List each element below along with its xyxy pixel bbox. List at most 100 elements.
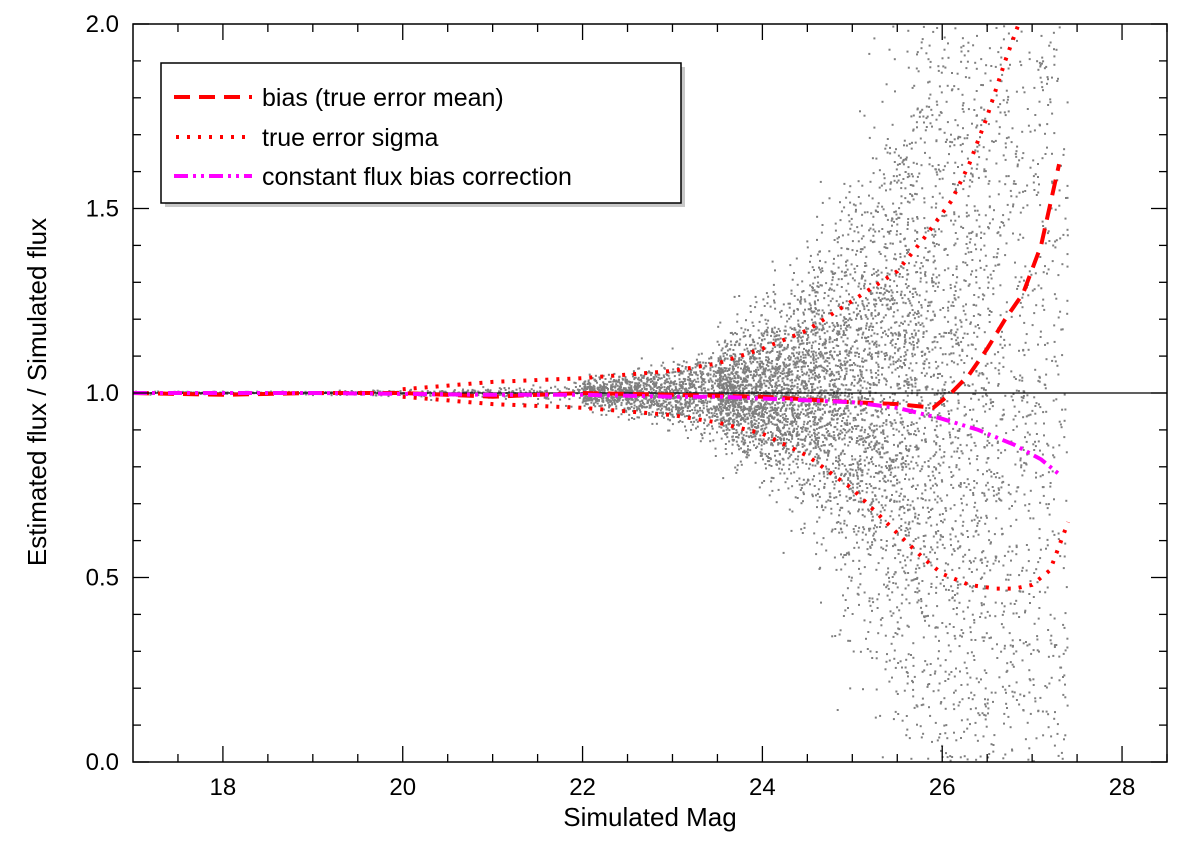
scatter-point — [729, 411, 732, 414]
scatter-point — [974, 61, 977, 64]
scatter-point — [980, 248, 982, 251]
scatter-point — [637, 384, 640, 387]
scatter-point — [699, 361, 702, 364]
scatter-point — [684, 390, 687, 392]
scatter-point — [995, 555, 998, 558]
scatter-point — [1009, 661, 1012, 664]
scatter-point — [988, 753, 991, 755]
scatter-point — [940, 701, 943, 703]
scatter-point — [1016, 287, 1019, 290]
scatter-point — [976, 455, 979, 457]
scatter-point — [1056, 732, 1059, 735]
scatter-point — [825, 500, 828, 503]
scatter-point — [956, 336, 959, 339]
scatter-point — [934, 290, 937, 292]
scatter-point — [849, 347, 852, 350]
scatter-point — [802, 356, 805, 359]
scatter-point — [701, 383, 704, 386]
scatter-point — [895, 361, 897, 364]
scatter-point — [901, 456, 904, 459]
scatter-point — [962, 336, 965, 339]
scatter-point — [1002, 408, 1005, 411]
scatter-point — [937, 462, 940, 465]
scatter-point — [821, 343, 824, 346]
scatter-point — [642, 382, 645, 385]
scatter-point — [747, 367, 750, 370]
scatter-point — [508, 387, 510, 390]
scatter-point — [891, 591, 894, 594]
scatter-point — [952, 626, 955, 628]
scatter-point — [817, 406, 820, 409]
scatter-point — [1041, 304, 1044, 307]
scatter-point — [823, 343, 826, 346]
scatter-point — [709, 367, 712, 370]
scatter-point — [830, 424, 832, 427]
scatter-point — [870, 510, 873, 513]
scatter-point — [976, 124, 979, 127]
scatter-point — [700, 432, 703, 435]
scatter-point — [960, 340, 963, 343]
scatter-point — [755, 391, 758, 393]
scatter-point — [1066, 228, 1069, 231]
scatter-point — [907, 166, 910, 169]
scatter-point — [1022, 86, 1025, 89]
scatter-point — [773, 335, 776, 338]
scatter-point — [815, 553, 818, 556]
scatter-point — [624, 398, 627, 401]
scatter-point — [846, 407, 849, 410]
scatter-point — [868, 483, 871, 486]
scatter-point — [638, 407, 641, 410]
scatter-point — [1003, 605, 1006, 608]
scatter-point — [779, 372, 782, 375]
scatter-point — [757, 350, 760, 352]
scatter-point — [866, 487, 869, 489]
scatter-point — [769, 415, 772, 417]
scatter-point — [885, 540, 888, 542]
scatter-point — [950, 483, 953, 486]
scatter-point — [1055, 398, 1058, 401]
scatter-point — [1004, 114, 1007, 117]
scatter-point — [761, 365, 764, 368]
scatter-point — [736, 340, 739, 343]
scatter-point — [776, 408, 778, 411]
scatter-point — [828, 341, 831, 344]
scatter-point — [967, 344, 970, 347]
scatter-point — [951, 72, 953, 74]
scatter-point — [669, 390, 672, 392]
scatter-point — [852, 311, 855, 314]
scatter-point — [743, 451, 746, 454]
scatter-point — [703, 366, 706, 369]
scatter-point — [912, 340, 915, 343]
scatter-point — [554, 385, 557, 388]
scatter-point — [1033, 622, 1036, 625]
scatter-point — [894, 459, 897, 462]
scatter-point — [800, 383, 803, 386]
scatter-point — [1044, 227, 1047, 230]
scatter-point — [802, 385, 805, 388]
scatter-point — [865, 255, 868, 258]
scatter-point — [837, 305, 840, 307]
scatter-point — [917, 338, 920, 341]
scatter-point — [1059, 310, 1062, 313]
scatter-point — [796, 497, 799, 499]
scatter-point — [927, 251, 930, 254]
scatter-point — [1062, 623, 1065, 626]
scatter-point — [973, 480, 976, 482]
scatter-point — [767, 431, 769, 434]
scatter-point — [845, 321, 848, 324]
scatter-point — [786, 387, 789, 390]
scatter-point — [727, 405, 730, 408]
scatter-point — [587, 380, 590, 383]
scatter-point — [872, 500, 875, 503]
scatter-point — [722, 375, 725, 378]
scatter-point — [897, 349, 900, 352]
scatter-point — [785, 347, 788, 350]
scatter-point — [754, 405, 757, 408]
scatter-point — [847, 477, 850, 480]
scatter-point — [922, 25, 925, 28]
scatter-point — [872, 601, 875, 604]
scatter-point — [924, 409, 927, 412]
scatter-point — [775, 363, 778, 366]
scatter-point — [707, 423, 710, 426]
scatter-point — [975, 420, 978, 423]
